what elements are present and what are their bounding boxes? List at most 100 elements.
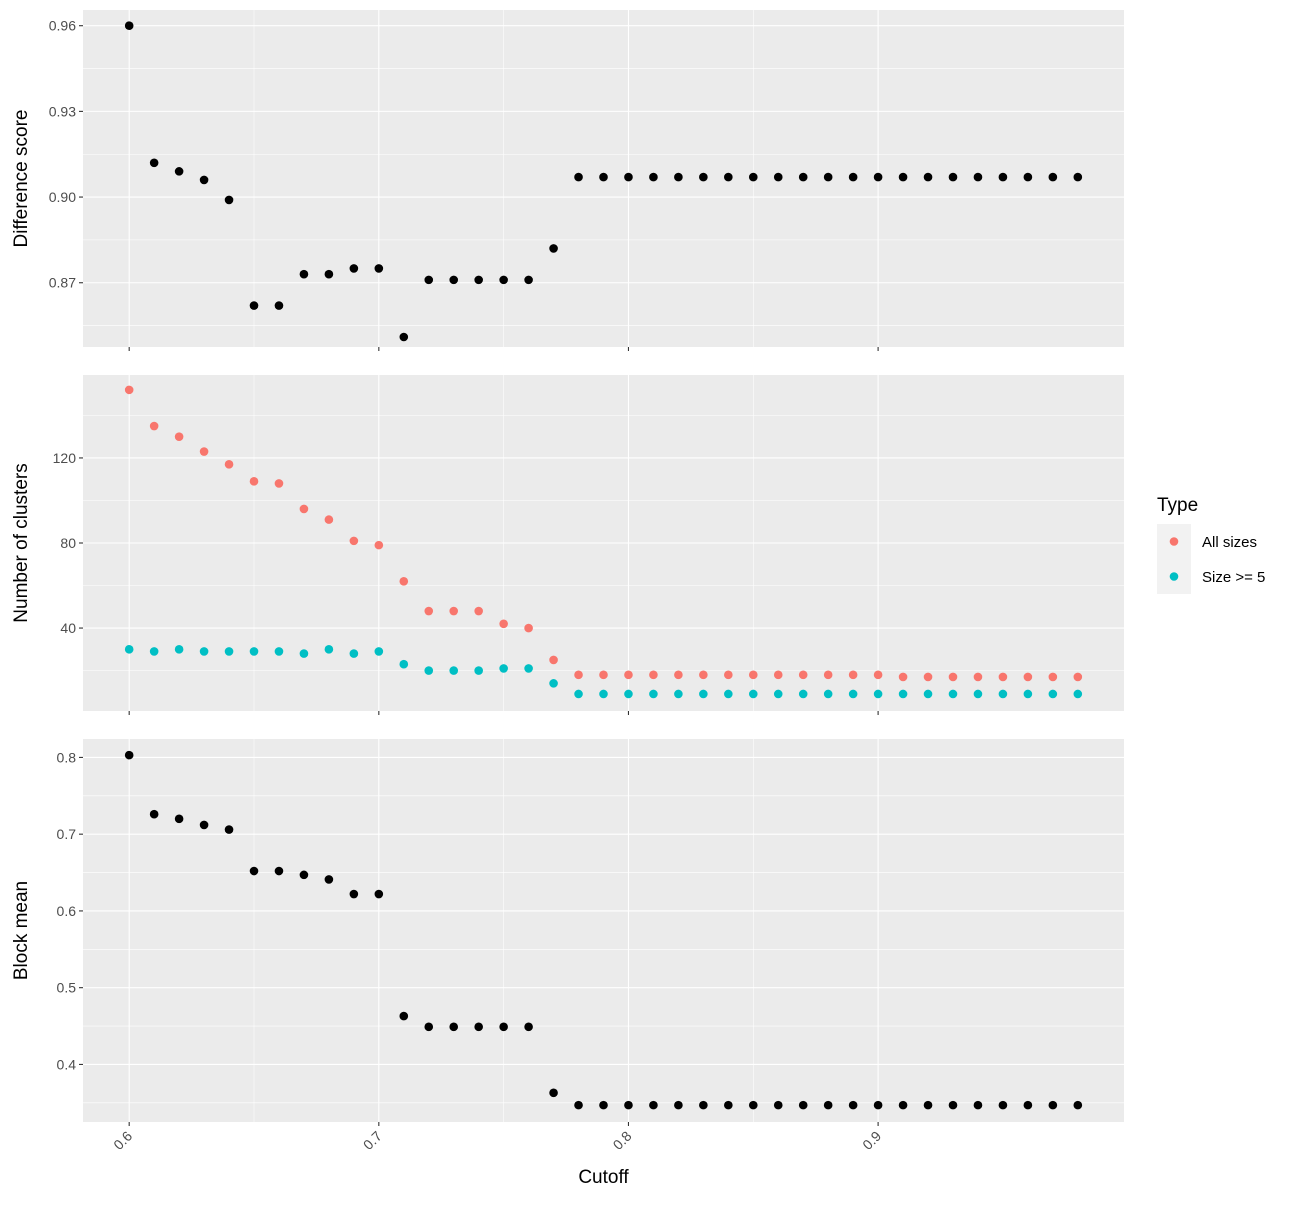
data-point	[124, 21, 134, 31]
y-axis-title-2: Number of clusters	[11, 463, 32, 622]
data-point	[274, 647, 284, 656]
y-tick-label: 0.93	[49, 103, 76, 119]
x-tick-label: 0.6	[110, 1128, 135, 1153]
y-tick-label: 0.90	[49, 189, 76, 205]
data-point	[274, 301, 284, 310]
data-point	[948, 672, 958, 682]
data-point	[823, 670, 833, 680]
data-point	[773, 670, 783, 680]
data-point	[424, 1022, 434, 1032]
data-point	[948, 689, 958, 699]
data-point	[599, 689, 608, 699]
data-point	[349, 264, 359, 273]
data-point	[848, 689, 858, 699]
y-tick-label: 120	[53, 450, 77, 466]
data-point	[599, 172, 608, 182]
data-point	[1048, 672, 1058, 682]
data-point	[499, 1022, 508, 1032]
data-point	[998, 172, 1008, 182]
data-point	[973, 672, 983, 682]
data-point	[249, 866, 259, 876]
data-point	[748, 1100, 758, 1110]
data-point	[624, 1100, 633, 1110]
data-point	[549, 1088, 558, 1098]
data-point	[798, 1100, 808, 1110]
data-point	[324, 875, 334, 884]
data-point	[1073, 672, 1083, 682]
data-point	[449, 606, 459, 616]
data-point	[374, 647, 384, 656]
data-point	[1023, 1100, 1033, 1110]
data-point	[374, 264, 384, 273]
data-point	[474, 666, 483, 675]
data-point	[274, 479, 284, 488]
x-tick-label: 0.7	[360, 1128, 385, 1153]
data-point	[674, 172, 683, 182]
data-point	[699, 689, 708, 699]
data-point	[848, 1100, 858, 1110]
data-point	[948, 172, 958, 182]
data-point	[224, 460, 234, 469]
data-point	[549, 679, 558, 688]
data-point	[149, 158, 159, 168]
data-point	[199, 820, 209, 830]
legend-key-point	[1169, 572, 1179, 581]
data-point	[923, 689, 933, 699]
data-point	[724, 689, 733, 699]
data-point	[823, 1100, 833, 1110]
data-point	[549, 655, 558, 665]
y-tick-label: 0.8	[57, 749, 77, 765]
data-point	[873, 689, 883, 699]
data-point	[1048, 172, 1058, 182]
data-point	[823, 172, 833, 182]
data-point	[674, 1100, 683, 1110]
data-point	[574, 1100, 583, 1110]
data-point	[149, 421, 159, 431]
data-point	[324, 645, 334, 654]
data-point	[599, 1100, 608, 1110]
data-point	[424, 666, 434, 675]
y-tick-label: 80	[60, 535, 76, 551]
legend-title: Type	[1157, 495, 1198, 516]
data-point	[923, 672, 933, 682]
data-point	[1073, 1100, 1083, 1110]
data-point	[499, 619, 508, 629]
data-point	[524, 1022, 533, 1032]
data-point	[973, 1100, 983, 1110]
data-point	[923, 1100, 933, 1110]
data-point	[1023, 689, 1033, 699]
data-point	[224, 825, 234, 834]
data-point	[873, 172, 883, 182]
data-point	[674, 689, 683, 699]
data-point	[424, 606, 434, 616]
data-point	[798, 670, 808, 680]
y-tick-label: 0.7	[57, 826, 77, 842]
data-point	[574, 689, 583, 699]
data-point	[1073, 172, 1083, 182]
data-point	[998, 672, 1008, 682]
data-point	[299, 269, 309, 279]
y-tick-label: 0.6	[57, 903, 77, 919]
data-point	[624, 670, 633, 680]
data-point	[973, 172, 983, 182]
data-point	[873, 670, 883, 680]
data-point	[149, 647, 159, 656]
data-point	[998, 689, 1008, 699]
data-point	[798, 689, 808, 699]
legend-label: Size >= 5	[1202, 569, 1265, 586]
data-point	[174, 645, 184, 654]
data-point	[1023, 672, 1033, 682]
x-tick-label: 0.8	[610, 1128, 635, 1153]
data-point	[274, 866, 284, 876]
data-point	[898, 172, 908, 182]
data-point	[399, 659, 409, 669]
y-axis-title-3: Block mean	[11, 881, 32, 980]
data-point	[249, 301, 259, 310]
data-point	[199, 447, 209, 456]
data-point	[224, 647, 234, 656]
data-point	[1048, 689, 1058, 699]
x-axis-title: Cutoff	[578, 1167, 629, 1188]
data-point	[124, 750, 134, 760]
data-point	[798, 172, 808, 182]
